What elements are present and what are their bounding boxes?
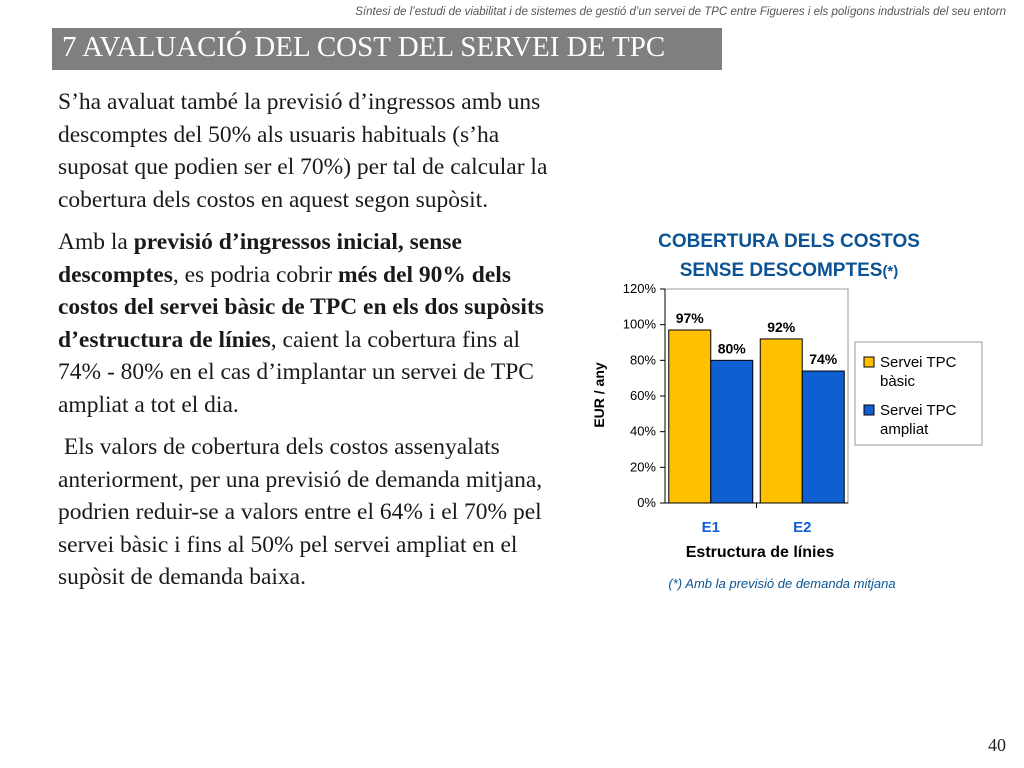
p2-bold-2: més del 90% dels costos del servei bàsic… <box>58 261 544 353</box>
data-label: 97% <box>676 310 705 326</box>
coverage-bar-chart: COBERTURA DELS COSTOS SENSE DESCOMPTES(*… <box>591 231 983 591</box>
paragraph-3: Els valors de cobertura dels costos asse… <box>58 434 549 590</box>
x-tick-label: E1 <box>702 519 720 536</box>
legend-box <box>854 341 983 446</box>
chart-title-line-2-main: SENSE DESCOMPTES <box>680 260 883 281</box>
legend-label: Servei TPC ampliat <box>880 402 957 438</box>
p2-text-2: , es podria cobrir <box>172 261 338 288</box>
legend-label-line: Servei TPC <box>880 402 957 419</box>
bar <box>710 359 754 504</box>
p2-text-1: Amb la <box>58 229 134 255</box>
y-tick-label: 20% <box>630 459 656 474</box>
paragraph-2: Amb la previsió d’ingressos inicial, sen… <box>58 226 556 421</box>
header-note: Síntesi de l’estudi de viabilitat i de s… <box>355 6 1006 18</box>
paragraph-1: S’ha avaluat també la previsió d’ingress… <box>58 89 548 213</box>
y-tick-label: 40% <box>630 424 656 439</box>
data-label: 80% <box>718 340 747 356</box>
page-number: 40 <box>988 735 1006 755</box>
legend-swatch <box>863 356 875 368</box>
chart-title-suffix: (*) <box>882 263 898 280</box>
y-tick-label: 100% <box>623 317 657 332</box>
chart-title-line-2: SENSE DESCOMPTES(*) <box>680 260 899 281</box>
y-tick-label: 120% <box>623 281 657 296</box>
page-title: 7 AVALUACIÓ DEL COST DEL SERVEI DE TPC <box>62 31 666 63</box>
legend-label-line: Servei TPC <box>880 354 957 371</box>
title-bar: 7 AVALUACIÓ DEL COST DEL SERVEI DE TPC <box>52 28 722 70</box>
data-label: 92% <box>767 319 796 335</box>
body-text: S’ha avaluat també la previsió d’ingress… <box>58 86 556 604</box>
p2-text-3: , caient la cobertura fins al 74% - 80% … <box>58 326 534 418</box>
y-tick-label: 80% <box>630 352 656 367</box>
bar <box>801 370 845 504</box>
x-tick-label: E2 <box>793 519 811 536</box>
legend-label-line: bàsic <box>880 373 916 390</box>
chart-title-line-1: COBERTURA DELS COSTOS <box>658 231 920 252</box>
legend-label-line: ampliat <box>880 421 929 438</box>
plot-area: 0% 20% 40% 60% 80% 100% 120% 97% 80% E1 92% 74% E2 <box>623 281 849 536</box>
legend-swatch <box>863 404 875 416</box>
legend-label: Servei TPC bàsic <box>880 354 957 390</box>
p2-bold-1: previsió d’ingressos inicial, sense desc… <box>58 229 462 288</box>
data-label: 74% <box>809 351 838 367</box>
y-tick-label: 0% <box>637 495 656 510</box>
bar <box>759 338 803 504</box>
chart-container: COBERTURA DELS COSTOS SENSE DESCOMPTES(*… <box>570 220 1020 600</box>
y-axis-label: EUR / any <box>591 362 607 428</box>
y-tick-label: 60% <box>630 388 656 403</box>
bar <box>668 329 712 504</box>
x-axis-label: Estructura de línies <box>686 544 835 561</box>
chart-footnote: (*) Amb la previsió de demanda mitjana <box>668 576 895 591</box>
chart-legend: Servei TPC bàsic Servei TPC ampliat <box>854 341 983 446</box>
